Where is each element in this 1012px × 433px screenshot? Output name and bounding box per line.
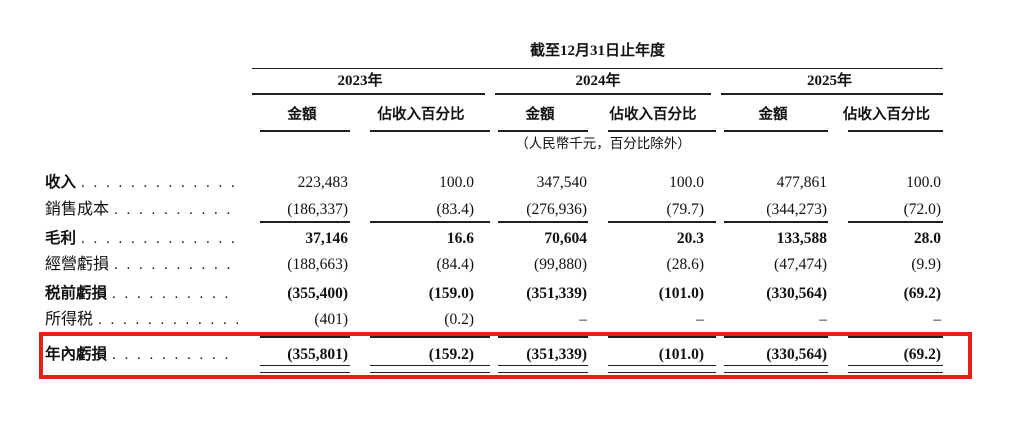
leader-dots: . . . . . . . . . . . . . . . . . . . . …	[112, 346, 238, 363]
col-header-2024-amount: 金額	[490, 95, 590, 132]
gross-profit-2023-amount: 37,146	[305, 229, 348, 247]
revenue-2023-pct: 100.0	[439, 173, 474, 191]
cost-of-sales-label: 銷售成本	[45, 200, 110, 218]
loss-for-the-year-2023-pct: (159.2)	[352, 338, 490, 374]
income-tax-2023-pct: (0.2)	[352, 306, 490, 338]
year-header-2023: 2023年	[252, 68, 490, 95]
cost-of-sales-2025-amount: (344,273)	[716, 196, 830, 223]
col-header-2025-pct: 佔收入百分比	[830, 95, 944, 132]
loss-before-tax-2025-pct: (69.2)	[903, 284, 942, 302]
leader-dots: . . . . . . . . . . . . . . . . . . . . …	[81, 230, 238, 247]
revenue-2025-pct: 100.0	[906, 173, 942, 191]
revenue-2025-amount: 477,861	[776, 173, 827, 191]
gross-profit-2024-amount: 70,604	[544, 229, 587, 247]
leader-dots: . . . . . . . . . . . . . . . . . . . . …	[114, 256, 238, 273]
cost-of-sales-2025-pct: (72.0)	[830, 196, 944, 223]
year-header-2025: 2025年	[716, 68, 944, 95]
leader-dots: . . . . . . . . . . . . . . . . . . . . …	[98, 311, 238, 328]
operating-loss-label: 經營虧損	[45, 255, 110, 273]
income-tax-label: 所得税	[45, 310, 94, 328]
loss-before-tax-2023-pct: (159.0)	[428, 284, 474, 302]
loss-before-tax-2023-amount: (355,400)	[287, 284, 348, 302]
loss-before-tax-2024-amount: (351,339)	[526, 284, 587, 302]
loss-for-the-year-2023-amount: (355,801)	[252, 338, 352, 374]
income-tax-2023-amount: (401)	[252, 306, 352, 338]
loss-for-the-year-2024-amount: (351,339)	[490, 338, 590, 374]
revenue-2024-pct: 100.0	[669, 173, 704, 191]
period-header: 截至12月31日止年度	[252, 36, 944, 69]
cost-of-sales-2024-amount: (276,936)	[490, 196, 590, 223]
revenue-row: 收入 . . . . . . . . . . . . . . . . . . .…	[45, 169, 943, 196]
loss-for-the-year-label: 年內虧損	[45, 345, 108, 363]
cost-of-sales-2023-amount: (186,337)	[252, 196, 352, 223]
col-header-2025-amount: 金額	[716, 95, 830, 132]
income-tax-2025-pct: –	[830, 306, 944, 338]
gross-profit-2023-pct: 16.6	[446, 229, 474, 247]
loss-for-the-year-row: 年內虧損 . . . . . . . . . . . . . . . . . .…	[45, 338, 944, 374]
operating-loss-row: 經營虧損 . . . . . . . . . . . . . . . . . .…	[45, 251, 943, 278]
operating-loss-2023-pct: (84.4)	[436, 255, 474, 273]
income-statement-table: 截至12月31日止年度 2023年 2024年 2025年 金額 佔收入百分比 …	[45, 36, 944, 374]
unit-note: （人民幣千元，百分比除外）	[515, 135, 691, 151]
loss-before-tax-2024-pct: (101.0)	[658, 284, 704, 302]
loss-before-tax-label: 税前虧損	[45, 284, 108, 302]
operating-loss-2023-amount: (188,663)	[287, 255, 348, 273]
revenue-label: 收入	[45, 173, 77, 191]
gross-profit-label: 毛利	[45, 229, 77, 247]
gross-profit-2024-pct: 20.3	[676, 229, 704, 247]
income-tax-2025-amount: –	[716, 306, 830, 338]
leader-dots: . . . . . . . . . . . . . . . . . . . . …	[81, 174, 238, 191]
gross-profit-row: 毛利 . . . . . . . . . . . . . . . . . . .…	[45, 223, 943, 251]
operating-loss-2025-pct: (9.9)	[911, 255, 942, 273]
col-header-2023-amount: 金額	[252, 95, 352, 132]
loss-for-the-year-2024-pct: (101.0)	[590, 338, 716, 374]
loss-before-tax-2025-amount: (330,564)	[766, 284, 827, 302]
cost-of-sales-2024-pct: (79.7)	[590, 196, 716, 223]
label-col-spacer	[45, 36, 252, 68]
col-header-2023-pct: 佔收入百分比	[352, 95, 490, 132]
gross-profit-2025-pct: 28.0	[913, 229, 942, 247]
income-tax-2024-pct: –	[590, 306, 716, 338]
loss-for-the-year-2025-amount: (330,564)	[716, 338, 830, 374]
income-tax-row: 所得税 . . . . . . . . . . . . . . . . . . …	[45, 306, 944, 338]
gross-profit-2025-amount: 133,588	[776, 229, 827, 247]
loss-before-tax-row: 税前虧損 . . . . . . . . . . . . . . . . . .…	[45, 278, 943, 306]
operating-loss-2024-pct: (28.6)	[666, 255, 704, 273]
cost-of-sales-row: 銷售成本 . . . . . . . . . . . . . . . . . .…	[45, 196, 944, 223]
col-header-2024-pct: 佔收入百分比	[590, 95, 716, 132]
leader-dots: . . . . . . . . . . . . . . . . . . . . …	[112, 285, 238, 302]
header-body-spacer	[45, 155, 943, 169]
cost-of-sales-2023-pct: (83.4)	[352, 196, 490, 223]
operating-loss-2024-amount: (99,880)	[534, 255, 587, 273]
year-header-2024: 2024年	[490, 68, 716, 95]
loss-for-the-year-2025-pct: (69.2)	[830, 338, 944, 374]
revenue-2023-amount: 223,483	[297, 173, 348, 191]
leader-dots: . . . . . . . . . . . . . . . . . . . . …	[114, 201, 238, 218]
revenue-2024-amount: 347,540	[536, 173, 587, 191]
operating-loss-2025-amount: (47,474)	[774, 255, 827, 273]
income-tax-2024-amount: –	[490, 306, 590, 338]
